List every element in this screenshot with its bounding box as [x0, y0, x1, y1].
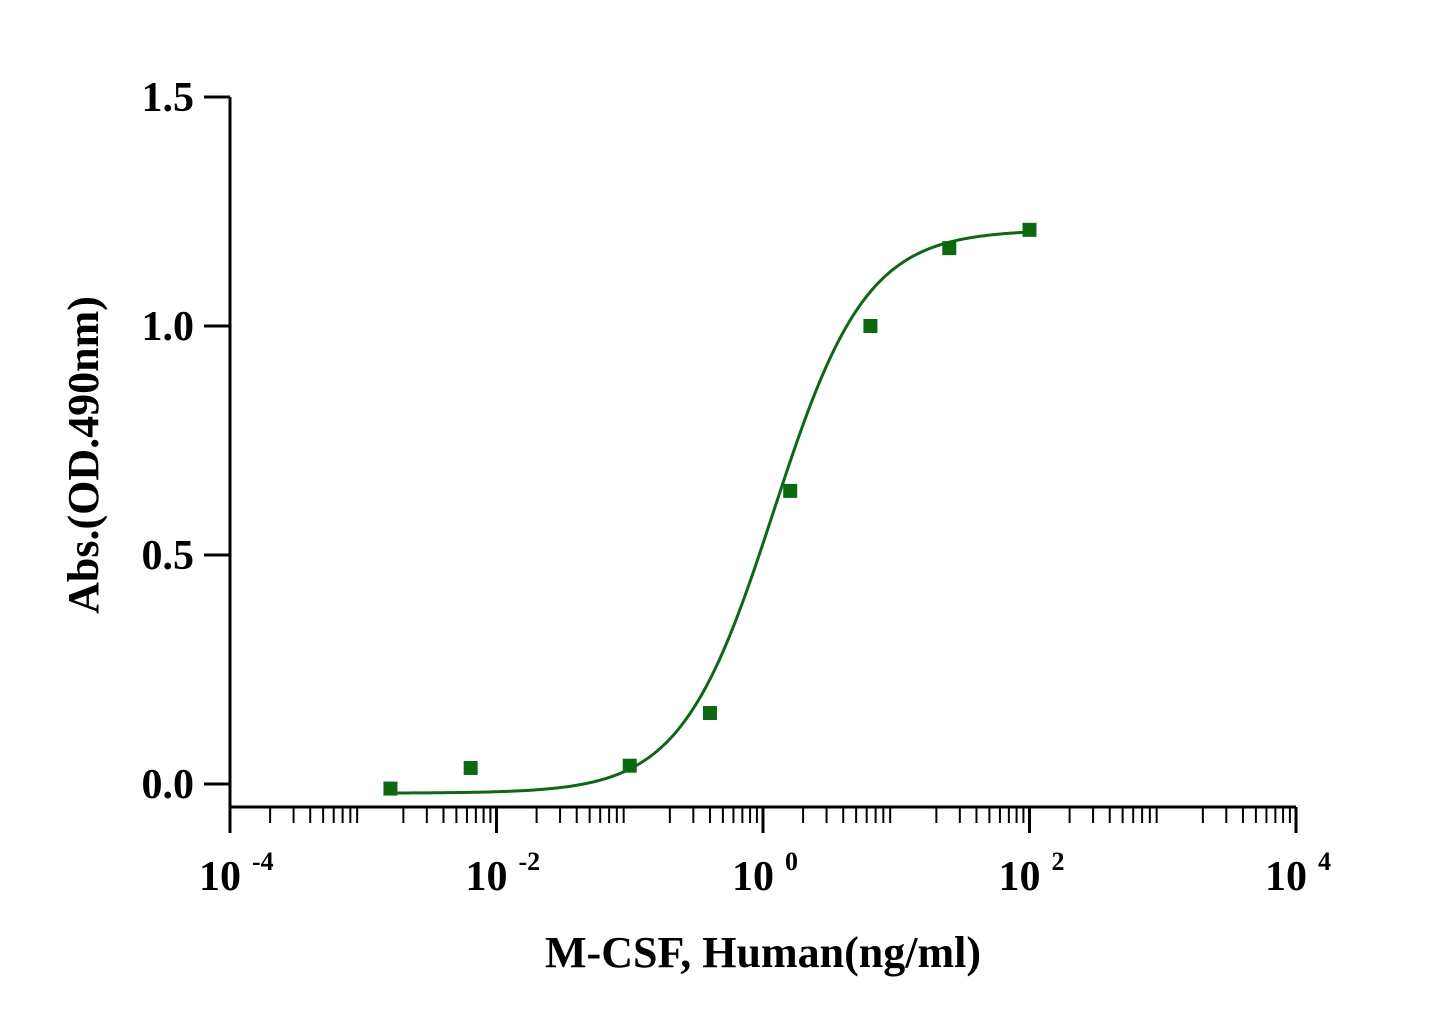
data-point	[463, 760, 478, 775]
x-tick-label: 10	[199, 854, 241, 900]
x-tick-exponent: 0	[785, 847, 798, 876]
x-tick-exponent: 4	[1318, 847, 1331, 876]
y-ticks: 0.0 0.5 1.0 1.5	[142, 75, 230, 808]
data-point	[863, 319, 878, 333]
data-point	[622, 758, 637, 773]
data-point	[702, 706, 717, 721]
axes	[228, 97, 1296, 809]
x-tick-label: 10	[732, 854, 774, 900]
x-tick-exponent: -4	[252, 847, 274, 876]
y-tick-label: 0.5	[142, 533, 195, 579]
x-tick-label: 10	[1265, 854, 1307, 900]
x-tick-label: 10	[999, 854, 1041, 900]
data-points	[383, 222, 1037, 796]
data-point	[383, 781, 398, 796]
x-tick-exponent: 2	[1052, 847, 1065, 876]
y-tick-label: 0.0	[142, 762, 195, 808]
x-ticks: 10 -4 10 -2 10 0 10 2 10 4	[199, 807, 1331, 900]
x-axis-title: M-CSF, Human(ng/ml)	[545, 928, 981, 977]
data-point	[942, 241, 957, 256]
y-tick-label: 1.0	[142, 304, 195, 350]
y-axis-title: Abs.(OD.490nm)	[59, 296, 108, 614]
data-point	[783, 483, 798, 498]
fit-curve	[390, 230, 1030, 795]
data-point	[1022, 222, 1037, 237]
x-tick-exponent: -2	[519, 847, 541, 876]
x-tick-label: 10	[466, 854, 508, 900]
fit-curve-group	[390, 230, 1030, 795]
y-tick-label: 1.5	[142, 75, 195, 121]
